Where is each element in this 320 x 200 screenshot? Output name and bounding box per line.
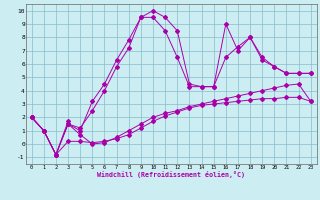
X-axis label: Windchill (Refroidissement éolien,°C): Windchill (Refroidissement éolien,°C): [97, 171, 245, 178]
